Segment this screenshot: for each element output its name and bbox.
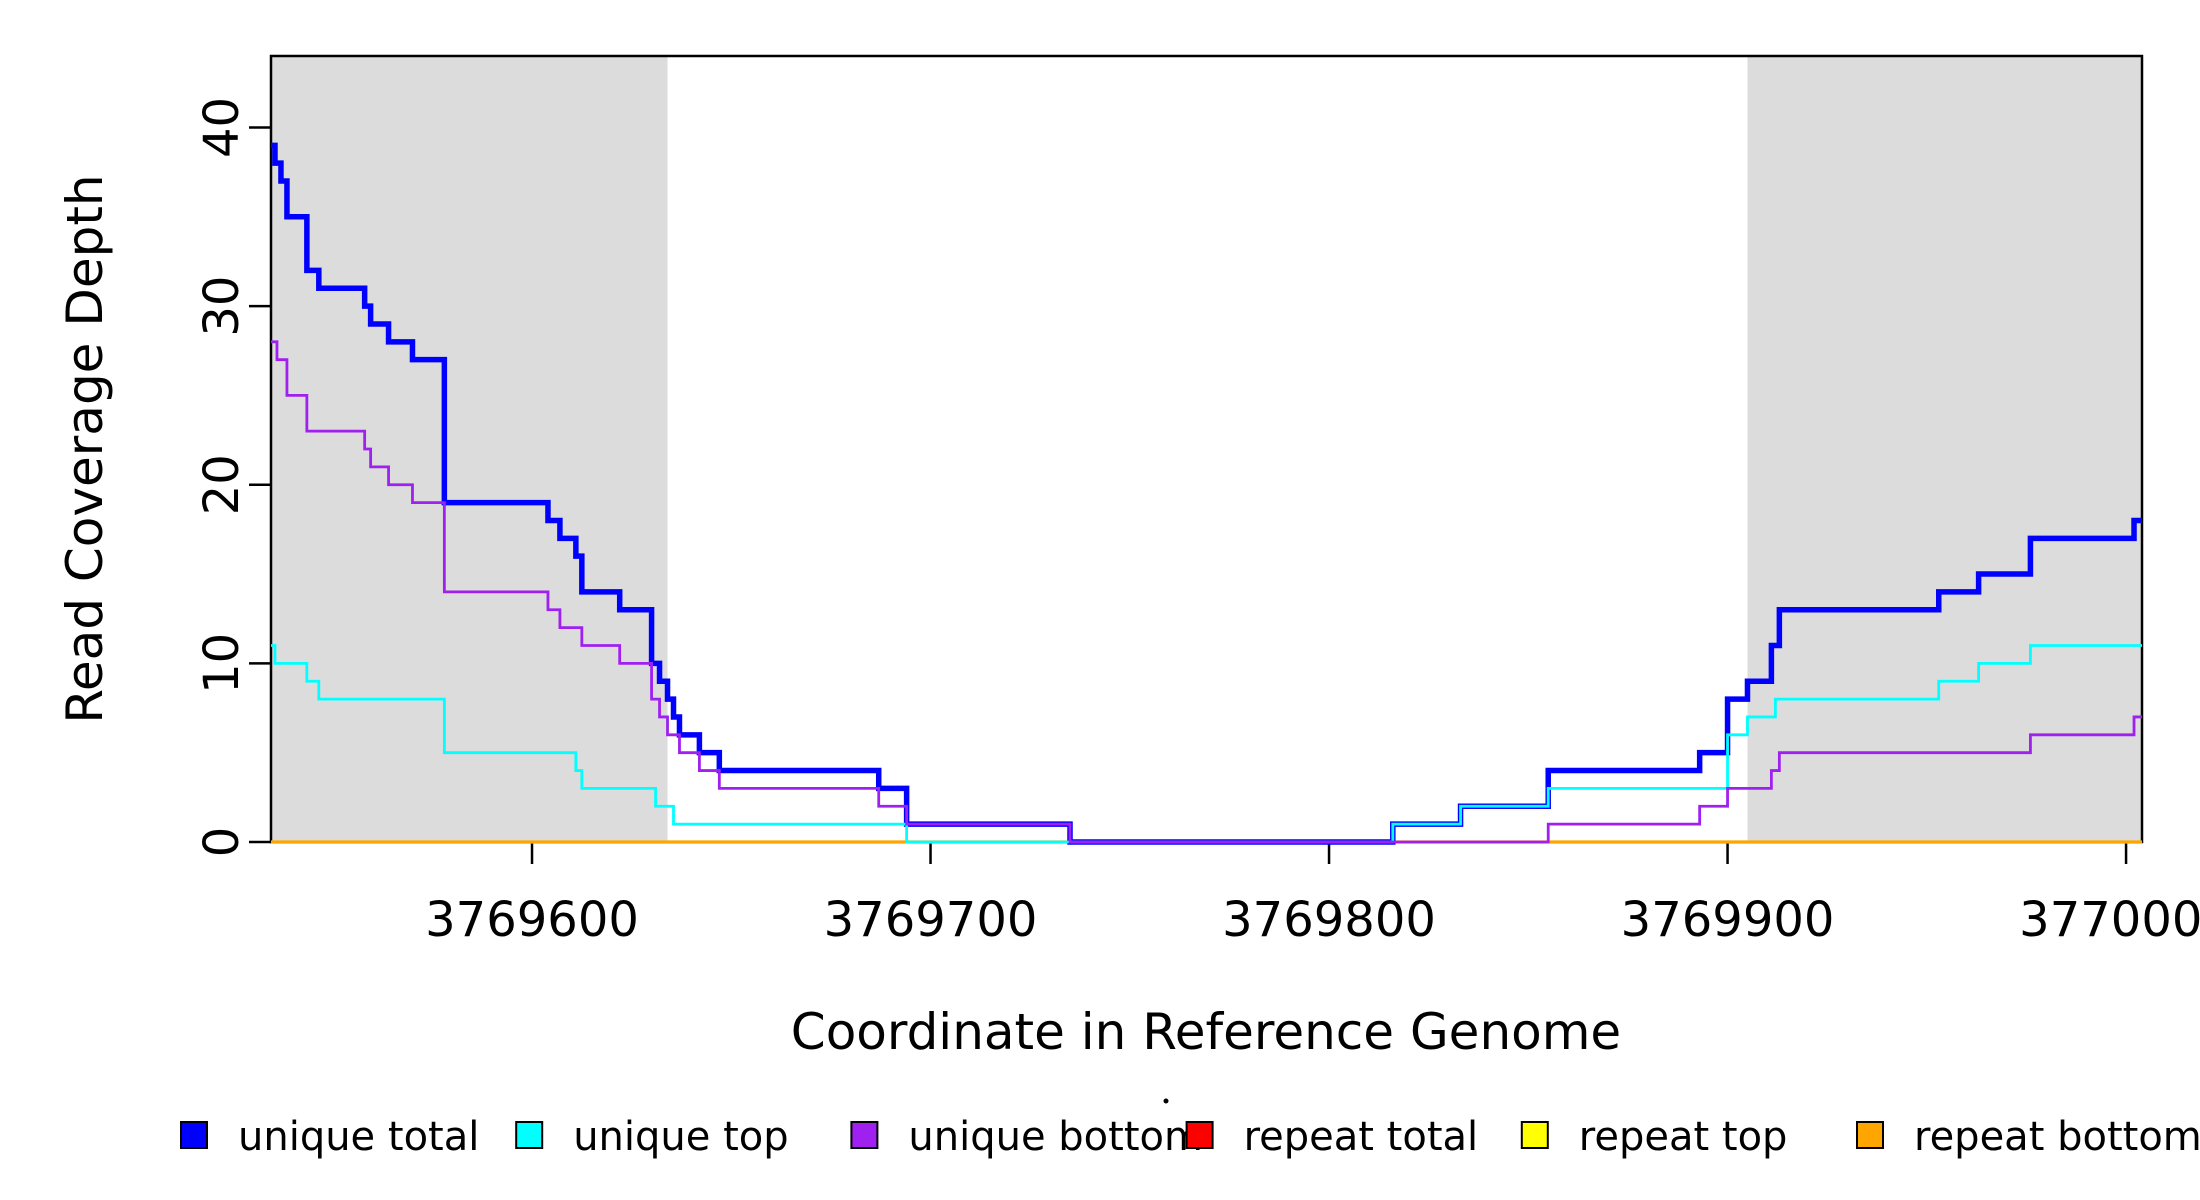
y-tick-label: 20: [194, 454, 250, 515]
legend-item-unique-total: unique total: [180, 1114, 479, 1160]
legend-label: unique bottom: [908, 1114, 1203, 1160]
legend: unique total unique top unique bottom repea…: [180, 1114, 2200, 1160]
y-tick-label: 30: [194, 276, 250, 337]
legend-item-repeat-bottom: repeat bottom: [1856, 1114, 2200, 1160]
legend-item-unique-top: unique top: [515, 1114, 789, 1160]
legend-swatch: [515, 1121, 544, 1149]
legend-item-repeat-top: repeat top: [1520, 1114, 1788, 1160]
legend-label: unique total: [238, 1114, 479, 1160]
legend-label: repeat total: [1244, 1114, 1479, 1160]
y-tick-label: 40: [194, 97, 250, 158]
legend-swatch: [1520, 1121, 1549, 1149]
y-axis-title: Read Coverage Depth: [56, 174, 114, 723]
legend-item-repeat-total: repeat total: [1185, 1114, 1479, 1160]
legend-label: unique top: [573, 1114, 788, 1160]
y-tick-label: 10: [194, 633, 250, 694]
x-axis-title: Coordinate in Reference Genome: [791, 1003, 1621, 1061]
artifact-dot: [1163, 1098, 1169, 1104]
x-tick-label: 3769700: [824, 892, 1038, 948]
legend-label: repeat top: [1579, 1114, 1788, 1160]
series-unique-bottom-line: [271, 340, 2142, 844]
legend-swatch: [1856, 1121, 1884, 1149]
legend-swatch: [850, 1121, 879, 1149]
x-tick-label: 3769600: [425, 892, 639, 948]
y-tick-label: 0: [194, 827, 250, 858]
legend-swatch: [1185, 1121, 1214, 1149]
series-lines: [271, 142, 2142, 845]
legend-swatch: [180, 1121, 208, 1149]
series-unique-total-line: [271, 142, 2142, 845]
legend-label: repeat bottom: [1914, 1114, 2200, 1160]
legend-item-unique-bottom: unique bottom: [850, 1114, 1203, 1160]
x-tick-label: 3769900: [1621, 892, 1835, 948]
x-tick-label: 3769800: [1222, 892, 1436, 948]
shaded-repeat-regions: [271, 56, 2142, 842]
repeat-region-band: [271, 56, 668, 842]
repeat-region-band: [1747, 56, 2142, 842]
